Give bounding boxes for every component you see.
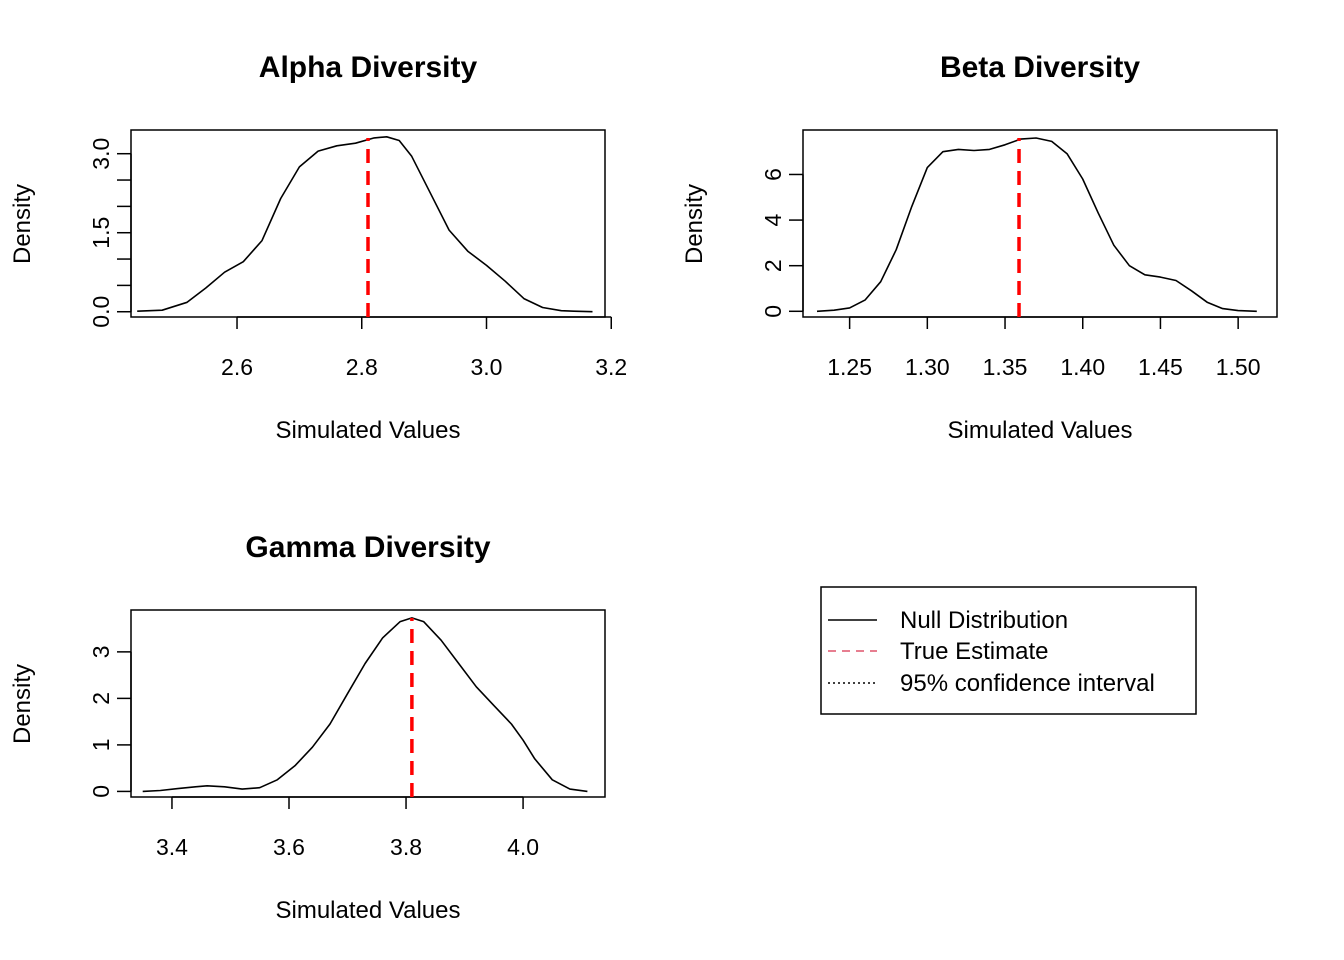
x-tick-label: 3.4 — [156, 834, 188, 860]
x-tick-label: 4.0 — [507, 834, 539, 860]
x-axis: 2.6 2.8 3.0 3.2 — [221, 316, 627, 380]
legend: Null Distribution True Estimate 95% conf… — [820, 586, 1197, 715]
plot-frame — [130, 609, 606, 798]
x-tick-label: 1.25 — [827, 354, 872, 380]
y-axis-label: Density — [681, 184, 708, 264]
x-tick-label: 2.8 — [346, 354, 378, 380]
x-tick-label: 1.50 — [1216, 354, 1261, 380]
density-curve — [816, 137, 1257, 313]
x-tick-label: 1.45 — [1138, 354, 1183, 380]
chart-title: Gamma Diversity — [245, 531, 490, 564]
y-tick-label: 1 — [88, 739, 114, 752]
x-tick-label: 1.40 — [1060, 354, 1105, 380]
series-group — [142, 617, 588, 793]
y-tick-label: 2 — [760, 259, 786, 272]
x-axis-label: Simulated Values — [948, 417, 1133, 444]
beta-diversity-panel: Beta Diversity Simulated Values Density … — [681, 51, 1278, 444]
y-tick-label: 6 — [760, 168, 786, 181]
legend-item-confidence-interval: 95% confidence interval — [900, 670, 1155, 697]
x-tick-label: 1.35 — [983, 354, 1028, 380]
x-axis: 3.4 3.6 3.8 4.0 — [156, 796, 539, 860]
x-tick-label: 2.6 — [221, 354, 253, 380]
density-curve — [142, 617, 588, 793]
y-axis: 0 2 4 6 — [760, 168, 804, 318]
y-tick-label: 4 — [760, 213, 786, 226]
x-tick-label: 3.8 — [390, 834, 422, 860]
x-axis-label: Simulated Values — [276, 417, 461, 444]
x-tick-label: 3.6 — [273, 834, 305, 860]
y-tick-label: 2 — [88, 692, 114, 705]
y-axis: 0 1 2 3 — [88, 645, 132, 798]
gamma-diversity-panel: Gamma Diversity Simulated Values Density… — [9, 531, 606, 924]
x-tick-label: 3.0 — [471, 354, 503, 380]
y-axis-label: Density — [9, 664, 36, 744]
y-axis: 0.0 1.5 3.0 — [88, 138, 132, 328]
series-group — [137, 136, 593, 313]
legend-box — [820, 586, 1197, 715]
x-tick-label: 1.30 — [905, 354, 950, 380]
density-curve — [137, 136, 593, 313]
y-tick-label: 0 — [88, 785, 114, 798]
legend-item-null-distribution: Null Distribution — [900, 607, 1068, 634]
series-group — [816, 137, 1257, 313]
chart-title: Beta Diversity — [940, 51, 1140, 84]
legend-item-true-estimate: True Estimate — [900, 638, 1049, 665]
x-axis-label: Simulated Values — [276, 897, 461, 924]
y-tick-label: 0.0 — [88, 296, 114, 328]
y-tick-label: 0 — [760, 305, 786, 318]
y-tick-label: 1.5 — [88, 217, 114, 249]
y-axis-label: Density — [9, 184, 36, 264]
chart-title: Alpha Diversity — [259, 51, 478, 84]
alpha-diversity-panel: Alpha Diversity Simulated Values Density… — [9, 51, 627, 444]
y-tick-label: 3 — [88, 645, 114, 658]
y-tick-label: 3.0 — [88, 138, 114, 170]
x-axis: 1.25 1.30 1.35 1.40 1.45 1.50 — [827, 316, 1261, 380]
x-tick-label: 3.2 — [595, 354, 627, 380]
